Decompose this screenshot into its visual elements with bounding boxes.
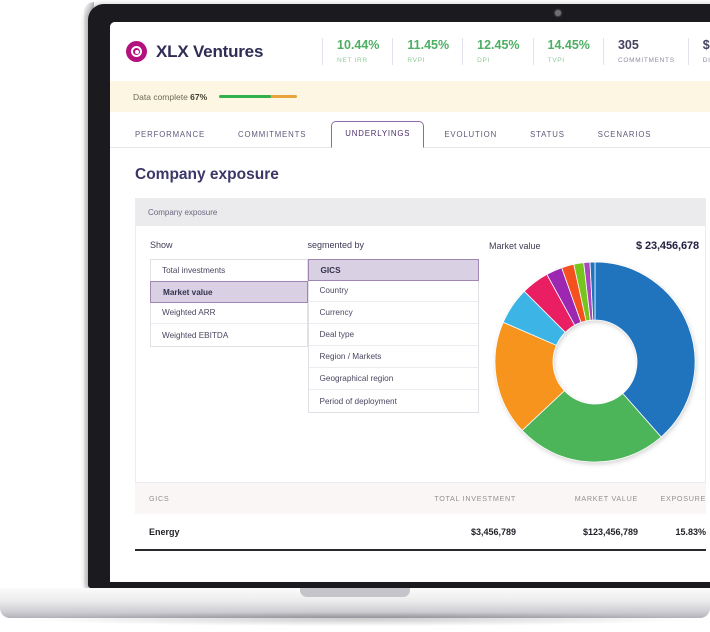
metric-value: 14.45% <box>547 38 590 52</box>
chart-label: Market value <box>489 241 541 251</box>
donut-slice[interactable] <box>589 261 596 321</box>
show-column: Show Total investments Market value Weig… <box>136 240 308 466</box>
metric-value: 12.45% <box>477 38 520 52</box>
segment-option-geographical-region[interactable]: Geographical region <box>308 368 478 390</box>
segment-option-currency[interactable]: Currency <box>308 302 478 324</box>
chart-column: Market value $ 23,456,678 <box>479 240 705 466</box>
metric-label: DPI <box>477 57 491 64</box>
cell-total-investment: $3,456,789 <box>470 526 516 537</box>
metric-label: COMMITMENTS <box>617 57 675 64</box>
chart-total-value: $ 23,456,678 <box>635 240 699 252</box>
column-header-total-investment: TOTAL INVESTMENT <box>434 494 516 503</box>
card-body: Show Total investments Market value Weig… <box>136 226 705 482</box>
metric-distributions: $2.4 DISTRIB <box>687 38 710 65</box>
segment-option-country[interactable]: Country <box>308 280 478 302</box>
column-header-gics: GICS <box>149 494 170 503</box>
page-title: Company exposure <box>135 166 279 183</box>
show-caption: Show <box>150 240 173 250</box>
main-tabs: PERFORMANCE COMMITMENTS UNDERLYINGS EVOL… <box>110 112 710 148</box>
show-option-weighted-arr[interactable]: Weighted ARR <box>151 302 307 324</box>
metric-label: DISTRIB <box>702 57 710 64</box>
tab-performance[interactable]: PERFORMANCE <box>135 130 205 139</box>
segment-option-region-markets[interactable]: Region / Markets <box>308 346 478 368</box>
laptop-base-notch <box>300 588 410 597</box>
app-header: XLX Ventures 10.44% NET IRR 11.45% RVPI … <box>110 22 710 81</box>
metric-value: 10.44% <box>337 38 380 52</box>
metric-rvpi: 11.45% RVPI <box>392 38 462 65</box>
donut-svg <box>494 261 696 463</box>
market-value-donut-chart[interactable] <box>489 258 705 466</box>
segment-option-deal-type[interactable]: Deal type <box>308 324 478 346</box>
data-completeness-prefix: Data complete <box>133 91 191 102</box>
table-header-row: GICS TOTAL INVESTMENT MARKET VALUE EXPOS… <box>135 483 706 514</box>
progress-fill <box>219 94 272 99</box>
show-option-market-value[interactable]: Market value <box>150 281 308 303</box>
metrics-bar: 10.44% NET IRR 11.45% RVPI 12.45% DPI 14… <box>322 38 710 65</box>
metric-value: 11.45% <box>407 38 450 52</box>
segmented-by-caption: segmented by <box>307 240 365 250</box>
app-screen: XLX Ventures 10.44% NET IRR 11.45% RVPI … <box>110 22 710 582</box>
brand[interactable]: XLX Ventures <box>126 41 322 62</box>
segmented-by-column: segmented by GICS Country Currency Deal … <box>307 240 479 466</box>
chart-header: Market value $ 23,456,678 <box>489 240 705 252</box>
metric-label: RVPI <box>407 57 426 64</box>
exposure-table: GICS TOTAL INVESTMENT MARKET VALUE EXPOS… <box>135 482 706 551</box>
metric-label: TVPI <box>547 57 565 64</box>
tab-evolution[interactable]: EVOLUTION <box>444 130 498 139</box>
tab-underlyings[interactable]: UNDERLYINGS <box>331 121 425 148</box>
show-option-total-investments[interactable]: Total investments <box>151 260 307 282</box>
card-header: Company exposure <box>136 199 705 226</box>
cell-exposure: 15.83% <box>675 526 706 537</box>
metric-value: $2.4 <box>702 38 710 52</box>
data-completeness-progressbar <box>219 94 298 99</box>
tab-commitments[interactable]: COMMITMENTS <box>238 130 307 139</box>
cell-market-value: $123,456,789 <box>582 526 638 537</box>
donut-slice[interactable] <box>594 261 696 438</box>
segmented-by-option-list: GICS Country Currency Deal type Region /… <box>307 259 479 413</box>
show-option-weighted-ebitda[interactable]: Weighted EBITDA <box>162 330 229 340</box>
company-exposure-card: Company exposure Show Total investments … <box>135 198 706 482</box>
metric-value: 305 <box>617 38 639 52</box>
page-body: Company exposure Company exposure Show T… <box>110 148 710 551</box>
brand-name: XLX Ventures <box>156 41 264 61</box>
segment-option-gics[interactable]: GICS <box>307 259 479 281</box>
column-header-exposure: EXPOSURE <box>660 494 706 503</box>
tab-scenarios[interactable]: SCENARIOS <box>597 130 652 139</box>
metric-net-irr: 10.44% NET IRR <box>322 38 392 65</box>
metric-label: NET IRR <box>337 57 368 64</box>
laptop-shadow <box>30 612 690 626</box>
data-completeness-percent: 67% <box>190 91 208 102</box>
target-circle-icon <box>126 41 147 62</box>
metric-tvpi: 14.45% TVPI <box>532 38 603 65</box>
webcam-icon <box>555 10 561 16</box>
segment-option-period-of-deployment[interactable]: Period of deployment <box>319 396 397 406</box>
column-header-market-value: MARKET VALUE <box>574 494 638 503</box>
table-row[interactable]: Energy $3,456,789 $123,456,789 15.83% <box>135 514 706 551</box>
show-option-list: Total investments Market value Weighted … <box>150 259 308 347</box>
metric-commitments: 305 COMMITMENTS <box>602 38 688 65</box>
cell-gics-name: Energy <box>149 526 180 537</box>
metric-dpi: 12.45% DPI <box>462 38 532 65</box>
data-completeness-text: Data complete 67% <box>133 92 207 102</box>
donut-slice[interactable] <box>521 390 662 463</box>
data-completeness-banner: Data complete 67% <box>110 81 710 112</box>
tab-status[interactable]: STATUS <box>530 130 565 139</box>
